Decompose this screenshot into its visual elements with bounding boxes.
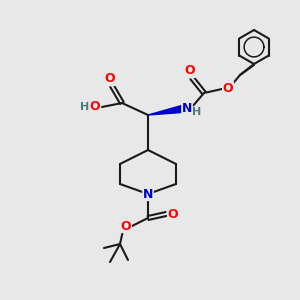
Text: O: O (168, 208, 178, 220)
Text: O: O (185, 64, 195, 77)
Text: O: O (90, 100, 100, 113)
Text: O: O (105, 73, 115, 85)
Text: N: N (143, 188, 153, 200)
Text: O: O (121, 220, 131, 232)
Text: H: H (192, 107, 202, 117)
Text: H: H (80, 102, 90, 112)
Polygon shape (148, 106, 183, 115)
Text: N: N (182, 101, 192, 115)
Text: O: O (223, 82, 233, 94)
